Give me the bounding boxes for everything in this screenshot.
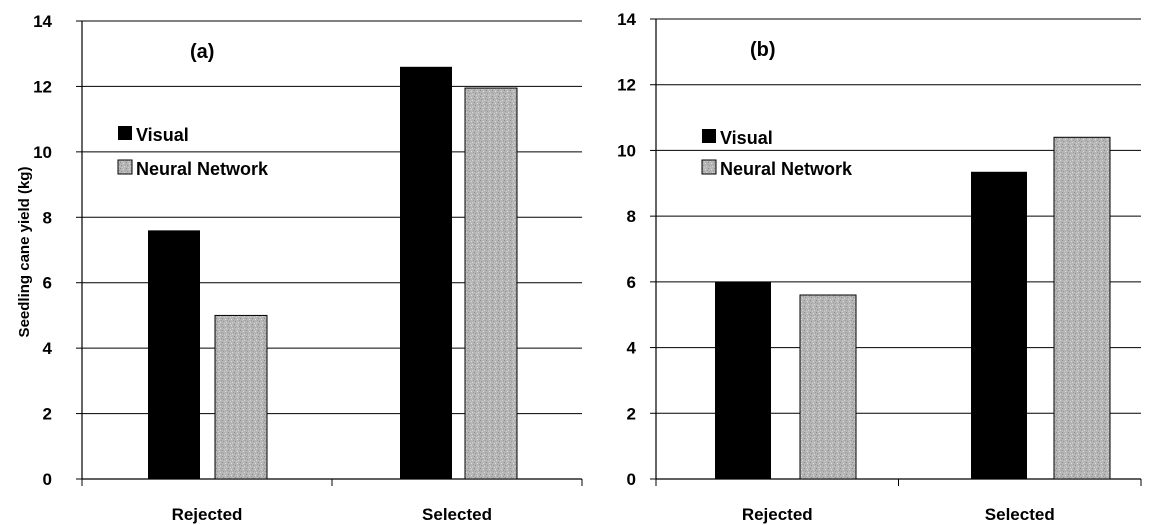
panel-label: (a) [190,41,214,63]
category-labels: Rejected Selected [172,505,492,524]
legend: Visual Neural Network [701,128,853,179]
y-tick-label: 12 [33,77,52,96]
bar-neural-network-selected [1053,136,1111,480]
x-category-label: Rejected [172,505,243,524]
bar-visual-selected [400,66,452,480]
y-tick-label: 8 [43,208,52,227]
legend-label-visual: Visual [136,125,189,145]
x-category-label: Selected [985,505,1055,524]
y-tick-label: 6 [43,274,52,293]
bars [715,136,1111,480]
legend-swatch-neural-network [117,159,133,175]
bars [148,66,518,480]
bar-neural-network-selected [464,87,518,480]
y-tick-label: 6 [627,273,636,292]
x-category-label: Rejected [742,505,813,524]
bar-visual-rejected [715,281,771,479]
x-category-label: Selected [422,505,492,524]
bar-neural-network-rejected [214,314,268,480]
category-labels: Rejected Selected [742,505,1055,524]
y-tick-label: 14 [33,12,52,31]
bar-visual-rejected [148,230,200,479]
panel-label: (b) [750,39,776,61]
bar-neural-network-rejected [799,294,857,480]
legend: Visual Neural Network [117,125,269,179]
y-tick-label: 2 [43,405,52,424]
y-tick-label: 0 [43,470,52,489]
legend-swatch-neural-network [701,159,717,175]
legend-swatch-visual [702,129,716,143]
y-tick-label: 10 [617,141,636,160]
y-tick-label: 8 [627,207,636,226]
y-tick-label: 4 [627,339,637,358]
bar-visual-selected [971,171,1027,480]
y-tick-label: 4 [43,339,53,358]
y-tick-labels: 0 2 4 6 8 10 12 14 [33,12,52,489]
y-tick-label: 2 [627,404,636,423]
y-tick-label: 14 [617,10,636,29]
chart-panel-b: 0 2 4 6 8 10 12 14 Rejected Selected (b) Visual … [617,10,1142,524]
y-axis-label: Seedling cane yield (kg) [16,167,33,338]
y-tick-labels: 0 2 4 6 8 10 12 14 [617,10,636,489]
legend-swatch-visual [118,126,132,140]
chart-panel-a: 0 2 4 6 8 10 12 14 Rejected Selected (a) Visual … [16,12,583,524]
legend-label-neural-network: Neural Network [136,159,269,179]
y-tick-label: 10 [33,143,52,162]
legend-label-visual: Visual [720,128,773,148]
y-tick-label: 0 [627,470,636,489]
y-tick-label: 12 [617,76,636,95]
legend-label-neural-network: Neural Network [720,159,853,179]
